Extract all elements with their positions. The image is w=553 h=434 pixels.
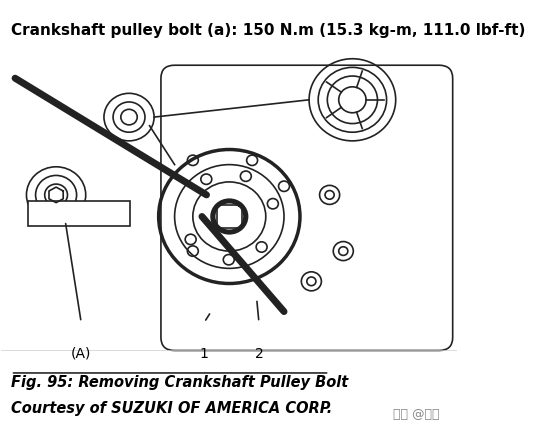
FancyBboxPatch shape	[28, 201, 130, 227]
Text: Fig. 95: Removing Crankshaft Pulley Bolt: Fig. 95: Removing Crankshaft Pulley Bolt	[11, 375, 348, 389]
Text: 1: 1	[200, 346, 208, 360]
Text: Crankshaft pulley bolt (a): 150 N.m (15.3 kg-m, 111.0 lbf-ft): Crankshaft pulley bolt (a): 150 N.m (15.…	[11, 23, 525, 38]
Text: (A): (A)	[71, 346, 91, 360]
Text: 知乎 @王放: 知乎 @王放	[393, 407, 439, 420]
FancyBboxPatch shape	[217, 205, 242, 229]
FancyBboxPatch shape	[161, 66, 453, 351]
Text: 2: 2	[254, 346, 263, 360]
Text: Courtesy of SUZUKI OF AMERICA CORP.: Courtesy of SUZUKI OF AMERICA CORP.	[11, 400, 332, 415]
